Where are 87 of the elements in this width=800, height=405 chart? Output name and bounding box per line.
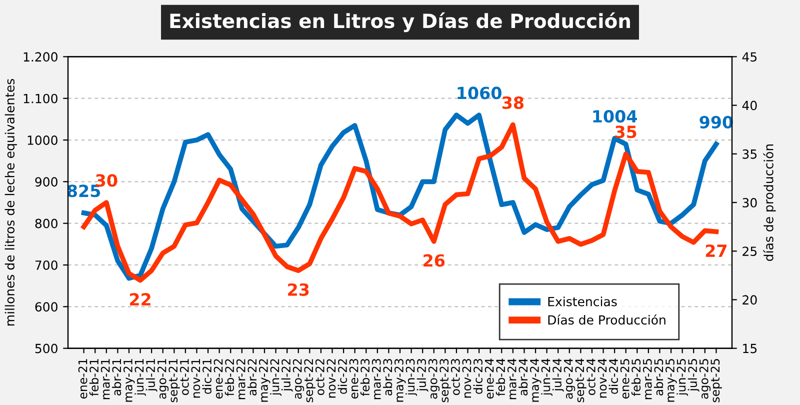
y-tick-label: 700 [35, 260, 58, 270]
x-tick-label: jun-23 [406, 358, 418, 396]
x-tick-label: nov-24 [598, 358, 607, 398]
x-tick-label: mar-21 [100, 359, 110, 400]
x-tick-label: sept-23 [440, 358, 451, 402]
y-tick-label: 900 [35, 177, 58, 187]
chart-title: Existencias en Litros y Días de Producción [170, 12, 630, 32]
data-label: 38 [502, 96, 524, 110]
x-tick-label: may-25 [666, 359, 677, 402]
x-tick-label: may-21 [123, 359, 135, 402]
legend-label: Existencias [548, 296, 617, 306]
data-label: 30 [96, 174, 118, 187]
x-tick-label: ago-21 [157, 359, 169, 399]
data-label: 27 [706, 244, 726, 257]
x-tick-label: jul-21 [146, 359, 158, 392]
x-tick-label: sept-22 [304, 359, 316, 402]
y2-tick-label: 15 [743, 344, 757, 354]
x-tick-label: ago-22 [292, 359, 304, 399]
x-tick-label: sept-25 [710, 359, 722, 402]
data-label: 35 [615, 126, 636, 138]
x-tick-label: jun-21 [134, 359, 146, 396]
x-tick-label: feb-25 [631, 359, 641, 396]
x-tick-label: ene-25 [620, 359, 630, 399]
x-tick-label: ene-24 [484, 358, 494, 399]
x-tick-label: abr-24 [518, 358, 528, 396]
y-tick-label: 800 [35, 218, 58, 228]
x-tick-label: jul-23 [416, 358, 428, 392]
y-tick-label: 1000 [28, 135, 58, 145]
x-tick-label: ene-22 [214, 359, 223, 399]
x-tick-label: jul-22 [281, 359, 293, 392]
y-tick-label: 600 [35, 302, 58, 312]
x-tick-label: jul-24 [552, 358, 564, 392]
data-label: 1004 [593, 110, 637, 123]
x-tick-label: jun-22 [270, 359, 282, 396]
x-tick-label: abr-22 [247, 359, 257, 396]
x-tick-label: abr-25 [654, 359, 664, 396]
x-tick-label: mar-23 [372, 358, 381, 400]
x-tick-label: dic-24 [608, 358, 618, 394]
x-tick-label: nov-21 [191, 359, 200, 398]
x-tick-label: feb-21 [89, 359, 99, 396]
x-tick-label: mar-25 [642, 359, 652, 400]
legend-label: Días de Producción [548, 314, 666, 325]
x-tick-label: ene-21 [78, 359, 88, 399]
y-axis-title: millones de litros de leche equivalentes [4, 78, 17, 326]
x-tick-label: ago-23 [428, 358, 440, 399]
x-tick-label: may-24 [530, 358, 542, 402]
x-tick-label: feb-24 [496, 358, 506, 396]
x-tick-label: jul-25 [688, 359, 700, 392]
x-tick-label: jun-25 [676, 359, 688, 396]
x-tick-label: nov-23 [462, 358, 472, 398]
x-tick-label: feb-23 [360, 358, 370, 396]
x-tick-label: may-22 [258, 359, 270, 402]
y-tick-label: 1.100 [24, 94, 58, 104]
x-tick-label: dic-21 [202, 359, 212, 394]
x-tick-label: abr-21 [112, 359, 122, 396]
x-tick-label: ago-25 [699, 359, 711, 399]
x-tick-label: jun-24 [541, 358, 553, 396]
x-tick-label: ago-24 [564, 358, 576, 399]
y2-tick-label: 45 [742, 52, 757, 62]
x-tick-label: ene-23 [349, 358, 358, 399]
x-tick-label: dic-22 [338, 359, 347, 394]
y2-tick-label: 35 [742, 149, 757, 159]
y2-tick-label: 40 [742, 100, 757, 110]
y2-tick-label: 20 [742, 295, 757, 305]
x-tick-label: sept-21 [168, 359, 180, 402]
x-tick-label: sept-24 [575, 358, 586, 402]
x-tick-label: dic-23 [473, 358, 482, 394]
x-tick-label: oct-24 [586, 358, 596, 395]
data-label: 22 [130, 293, 150, 306]
x-tick-label: mar-22 [236, 359, 246, 400]
data-label: 23 [288, 283, 309, 296]
data-label: 825 [67, 184, 100, 198]
x-tick-label: feb-22 [224, 359, 234, 396]
x-tick-label: may-23 [394, 358, 406, 402]
y-tick-label: 500 [35, 344, 58, 354]
x-tick-label: oct-22 [315, 359, 324, 395]
y-tick-label: 1.200 [24, 52, 58, 62]
x-tick-label: oct-21 [180, 359, 189, 395]
data-label: 1060 [458, 86, 502, 100]
y2-axis-title: días de producción [763, 144, 776, 261]
y2-tick-label: 25 [742, 246, 757, 256]
x-tick-label: mar-24 [507, 358, 516, 400]
y2-tick-label: 30 [742, 198, 757, 208]
x-tick-label: abr-23 [382, 358, 392, 396]
data-label: 26 [424, 254, 445, 267]
x-tick-label: nov-22 [326, 359, 336, 398]
x-tick-label: oct-23 [450, 358, 460, 395]
